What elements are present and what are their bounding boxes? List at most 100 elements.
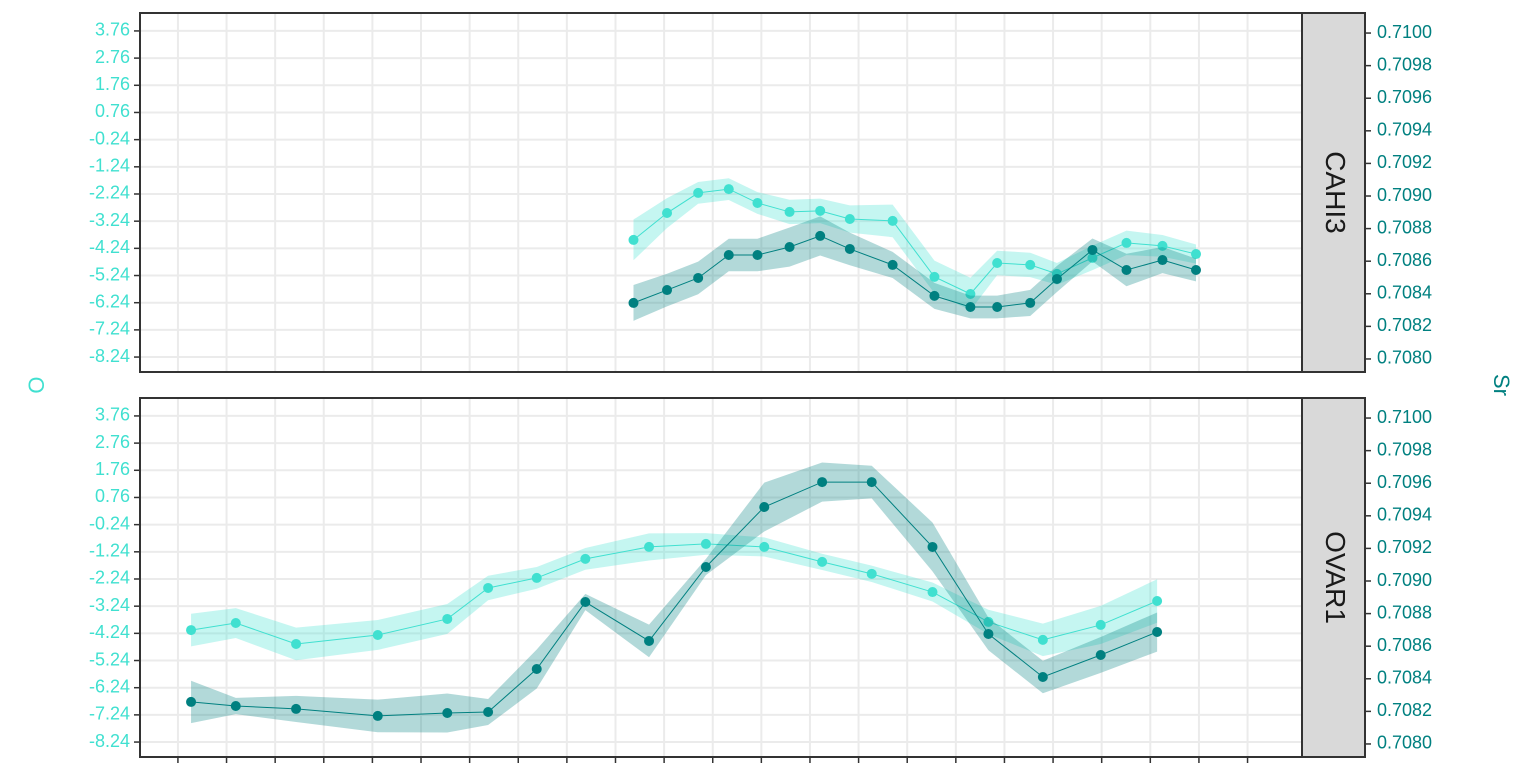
y2-tick-label: 0.7088 [1377, 217, 1432, 237]
y-tick-label: 2.76 [95, 432, 130, 452]
point [662, 285, 673, 296]
point [580, 553, 591, 564]
facet-strip [1301, 397, 1366, 758]
point [1152, 596, 1163, 607]
point [817, 477, 828, 488]
point [442, 613, 453, 624]
y-tick-label: 3.76 [95, 20, 130, 40]
y2-tick-label: 0.7082 [1377, 700, 1432, 720]
y2-tick-label: 0.7092 [1377, 152, 1432, 172]
point [1157, 240, 1168, 251]
y-axis-title: O [24, 376, 49, 393]
point [866, 568, 877, 579]
point [483, 582, 494, 593]
point [844, 243, 855, 254]
point [628, 297, 639, 308]
y-tick-label: 0.76 [95, 486, 130, 506]
y-tick-label: -1.24 [89, 156, 130, 176]
point [700, 538, 711, 549]
point [983, 628, 994, 639]
line [190, 543, 1158, 645]
point [1037, 671, 1048, 682]
y2-axis-title: Sr [1489, 374, 1514, 396]
line [191, 481, 1158, 717]
y-tick-label: 0.76 [95, 101, 130, 121]
point [662, 208, 673, 219]
point [929, 271, 940, 282]
point [291, 638, 302, 649]
y2-tick-label: 0.7090 [1377, 185, 1432, 205]
point [815, 205, 826, 216]
line [633, 188, 1197, 295]
point [186, 625, 197, 636]
point [230, 618, 241, 629]
y2-tick-label: 0.7082 [1377, 315, 1432, 335]
y-tick-label: -2.24 [89, 568, 130, 588]
facet-label: OVAR1 [1320, 531, 1351, 624]
facet-strip [1301, 12, 1366, 373]
point [759, 502, 770, 513]
point [1152, 627, 1163, 638]
point [628, 234, 639, 245]
point [531, 664, 542, 675]
y-tick-label: -7.24 [89, 704, 130, 724]
y-tick-label: 1.76 [95, 74, 130, 94]
y-tick-label: 1.76 [95, 459, 130, 479]
y2-tick-label: 0.7094 [1377, 120, 1432, 140]
point [815, 230, 826, 241]
point [927, 541, 938, 552]
y2-tick-label: 0.7094 [1377, 505, 1432, 525]
y2-tick-label: 0.7096 [1377, 87, 1432, 107]
point [752, 197, 763, 208]
point [929, 290, 940, 301]
point [1095, 649, 1106, 660]
facet-label: CAHI3 [1320, 151, 1351, 233]
point [1087, 244, 1098, 255]
point [1121, 237, 1132, 248]
point [442, 708, 453, 719]
y2-tick-label: 0.7086 [1377, 250, 1432, 270]
point [1157, 255, 1168, 266]
y2-tick-label: 0.7098 [1377, 439, 1432, 459]
point [1025, 297, 1036, 308]
y2-tick-label: 0.7084 [1377, 283, 1432, 303]
y-tick-label: -5.24 [89, 264, 130, 284]
point [723, 184, 734, 195]
point [752, 249, 763, 260]
y-tick-label: -6.24 [89, 676, 130, 696]
point [693, 187, 704, 198]
point [1095, 619, 1106, 630]
y2-tick-label: 0.7100 [1377, 407, 1432, 427]
point [580, 597, 591, 608]
y-tick-label: -8.24 [89, 346, 130, 366]
point [844, 213, 855, 224]
y2-tick-label: 0.7100 [1377, 22, 1432, 42]
y2-tick-label: 0.7080 [1377, 348, 1432, 368]
y-tick-label: -3.24 [89, 210, 130, 230]
point [887, 215, 898, 226]
point [992, 301, 1003, 312]
y-tick-label: -0.24 [89, 513, 130, 533]
y2-tick-label: 0.7096 [1377, 472, 1432, 492]
point [927, 587, 938, 598]
point [965, 289, 976, 300]
y2-tick-label: 0.7092 [1377, 537, 1432, 557]
y-tick-label: -6.24 [89, 291, 130, 311]
y-tick-label: 3.76 [95, 405, 130, 425]
y2-tick-label: 0.7086 [1377, 635, 1432, 655]
point [1191, 264, 1202, 275]
point [700, 561, 711, 572]
point [983, 616, 994, 627]
point [372, 710, 383, 721]
y-tick-label: -8.24 [89, 731, 130, 751]
y2-tick-label: 0.7098 [1377, 54, 1432, 74]
y-tick-label: 2.76 [95, 47, 130, 67]
point [1087, 252, 1098, 263]
y2-tick-label: 0.7080 [1377, 733, 1432, 753]
y2-tick-label: 0.7088 [1377, 602, 1432, 622]
point [992, 258, 1003, 269]
point [644, 541, 655, 552]
point [965, 301, 976, 312]
point [693, 272, 704, 283]
point [186, 696, 197, 707]
